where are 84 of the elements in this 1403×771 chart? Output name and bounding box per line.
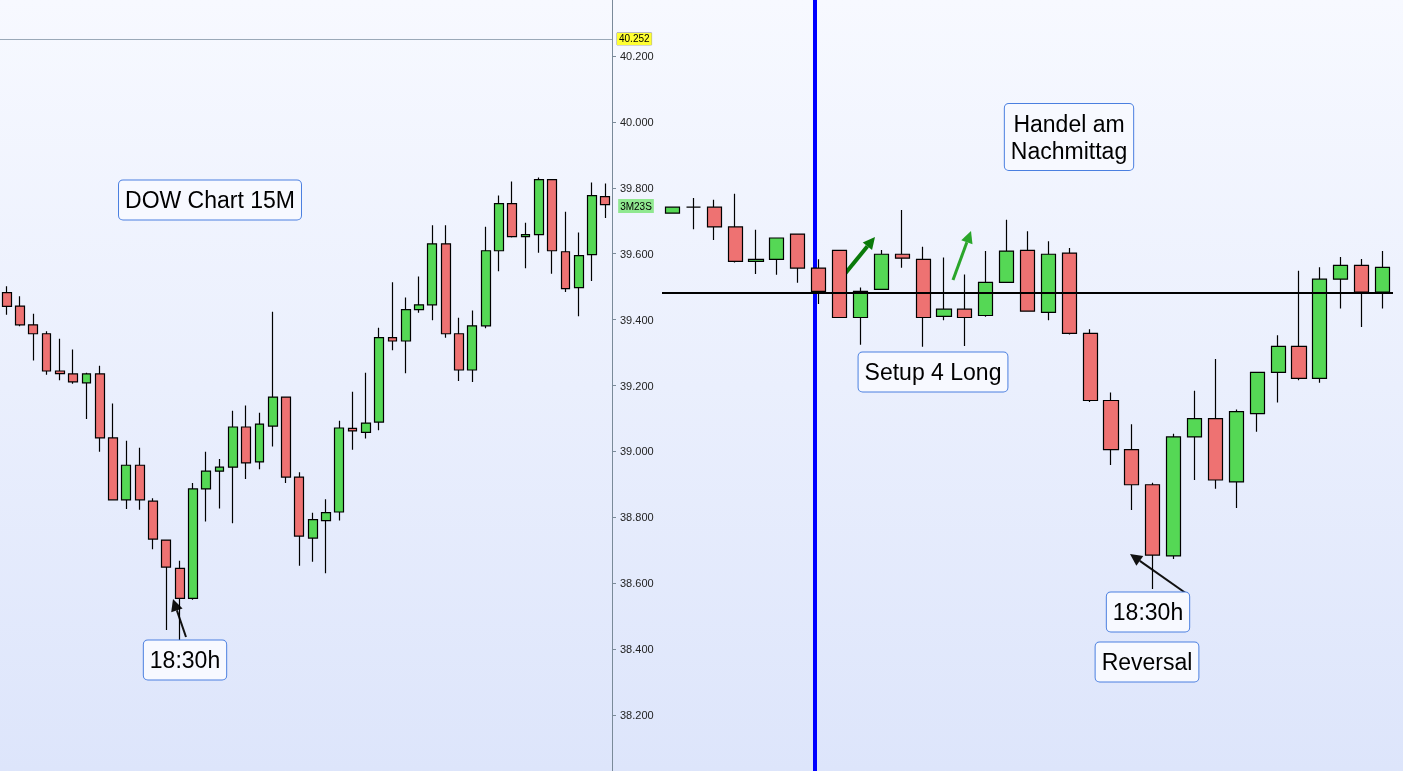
text: 18:30h bbox=[1112, 599, 1184, 625]
candlestick bbox=[293, 471, 305, 567]
candlestick bbox=[1249, 371, 1266, 433]
candlestick bbox=[426, 224, 438, 321]
candlestick bbox=[413, 275, 425, 314]
candlestick bbox=[1082, 328, 1099, 403]
candlestick bbox=[466, 309, 478, 383]
candlestick bbox=[320, 498, 332, 574]
y-tick-label: 38.200 bbox=[620, 708, 654, 721]
candlestick bbox=[120, 440, 132, 510]
candlestick bbox=[27, 313, 39, 362]
candlestick bbox=[81, 372, 92, 420]
candlestick bbox=[453, 317, 465, 382]
text: Reversal bbox=[1101, 649, 1193, 675]
candlestick bbox=[493, 194, 505, 272]
y-tick-label: 40.000 bbox=[620, 115, 654, 128]
y-tick-label: 39.600 bbox=[620, 247, 654, 260]
candlestick bbox=[214, 458, 225, 509]
candlestick bbox=[440, 224, 452, 339]
candlestick bbox=[1123, 423, 1140, 511]
candlestick bbox=[768, 237, 785, 276]
annotation: 18:30h bbox=[149, 647, 221, 673]
y-tick-label: 38.400 bbox=[620, 643, 654, 656]
candlestick bbox=[333, 420, 345, 522]
candlestick bbox=[1270, 334, 1287, 404]
candlestick bbox=[307, 512, 319, 563]
candlestick bbox=[267, 311, 279, 448]
annotation: DOW Chart 15M bbox=[125, 187, 295, 213]
candlestick bbox=[560, 211, 571, 293]
candlestick bbox=[1, 285, 13, 316]
candlestick bbox=[586, 181, 598, 282]
candlestick bbox=[727, 193, 744, 264]
candlestick bbox=[1186, 390, 1203, 481]
annotation: Setup 4 Long bbox=[864, 359, 1002, 385]
candlestick bbox=[1228, 409, 1245, 509]
candlestick bbox=[174, 560, 186, 641]
candlestick bbox=[360, 372, 372, 440]
candlestick bbox=[664, 206, 681, 214]
text: Handel am Nachmittag bbox=[1010, 110, 1128, 164]
candlestick bbox=[894, 209, 911, 269]
y-tick-label: 39.400 bbox=[620, 313, 654, 326]
candlestick bbox=[998, 219, 1015, 283]
candlestick bbox=[533, 176, 545, 254]
y-tick-label: 38.800 bbox=[620, 511, 654, 524]
candlestick bbox=[480, 226, 492, 329]
candlestick bbox=[280, 396, 292, 484]
y-tick-label: 38.600 bbox=[620, 577, 654, 590]
candlestick bbox=[387, 281, 398, 351]
candlestick bbox=[67, 348, 79, 385]
candlestick bbox=[1102, 392, 1120, 466]
text: 3M23S bbox=[620, 200, 653, 212]
candlestick bbox=[107, 403, 119, 501]
candlestick bbox=[160, 539, 172, 631]
candlestick bbox=[706, 199, 723, 241]
candlestick bbox=[685, 197, 702, 230]
candlestick bbox=[1144, 482, 1161, 590]
y-tick-label: 39.200 bbox=[620, 379, 654, 392]
candlestick bbox=[200, 451, 212, 523]
candlestick bbox=[573, 232, 585, 317]
candlestick bbox=[94, 365, 106, 453]
ref-line-label: 40.252 bbox=[619, 33, 651, 45]
candlestick bbox=[187, 482, 199, 601]
candlestick bbox=[1165, 433, 1182, 560]
candlestick bbox=[41, 330, 52, 376]
candlestick bbox=[873, 249, 890, 291]
y-tick-label: 39.000 bbox=[620, 445, 654, 458]
candlestick bbox=[373, 327, 385, 431]
candlestick bbox=[240, 405, 252, 480]
candlestick bbox=[227, 410, 239, 524]
candlestick bbox=[789, 233, 806, 284]
candlestick bbox=[147, 497, 159, 550]
candlestick bbox=[747, 229, 765, 275]
candlestick bbox=[54, 338, 66, 381]
candlestick bbox=[400, 296, 412, 374]
candlestick bbox=[520, 222, 531, 269]
candlestick bbox=[254, 412, 265, 470]
candlestick bbox=[14, 295, 26, 327]
candlestick bbox=[134, 447, 146, 511]
candlestick bbox=[506, 180, 518, 239]
y-tick-label: 40.200 bbox=[620, 50, 654, 63]
candlestick bbox=[347, 391, 358, 451]
candlestick bbox=[1207, 358, 1224, 490]
candlestick bbox=[546, 178, 558, 275]
y-tick-label: 39.800 bbox=[620, 181, 654, 194]
